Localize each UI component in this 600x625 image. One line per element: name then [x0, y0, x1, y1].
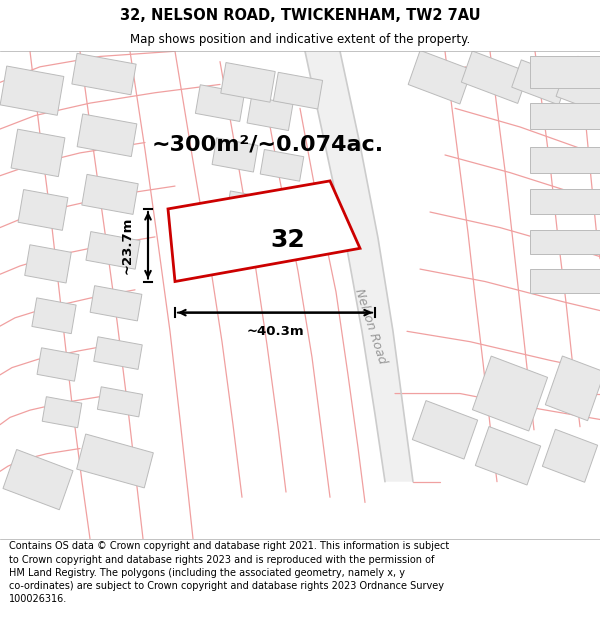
Polygon shape	[82, 174, 138, 214]
Polygon shape	[530, 56, 600, 88]
Polygon shape	[18, 189, 68, 231]
Text: Nelson Road: Nelson Road	[352, 287, 388, 366]
Polygon shape	[512, 60, 568, 105]
Polygon shape	[530, 103, 600, 129]
Polygon shape	[97, 387, 143, 417]
Polygon shape	[86, 232, 140, 269]
Polygon shape	[530, 189, 600, 214]
Polygon shape	[3, 449, 73, 510]
Polygon shape	[260, 149, 304, 181]
Text: 32: 32	[271, 228, 305, 253]
Text: ~300m²/~0.074ac.: ~300m²/~0.074ac.	[152, 134, 384, 154]
Polygon shape	[90, 286, 142, 321]
Polygon shape	[475, 426, 541, 485]
Text: Map shows position and indicative extent of the property.: Map shows position and indicative extent…	[130, 34, 470, 46]
Text: 32, NELSON ROAD, TWICKENHAM, TW2 7AU: 32, NELSON ROAD, TWICKENHAM, TW2 7AU	[119, 8, 481, 23]
Polygon shape	[11, 129, 65, 177]
Polygon shape	[530, 269, 600, 293]
Polygon shape	[32, 298, 76, 334]
Polygon shape	[305, 51, 413, 482]
Polygon shape	[168, 181, 360, 281]
Polygon shape	[221, 62, 275, 102]
Polygon shape	[472, 356, 548, 431]
Polygon shape	[196, 85, 245, 121]
Polygon shape	[72, 53, 136, 95]
Polygon shape	[42, 397, 82, 428]
Polygon shape	[226, 191, 270, 222]
Polygon shape	[94, 337, 142, 369]
Polygon shape	[37, 348, 79, 381]
Polygon shape	[530, 147, 600, 173]
Text: ~40.3m: ~40.3m	[246, 325, 304, 338]
Polygon shape	[247, 96, 293, 131]
Polygon shape	[412, 401, 478, 459]
Polygon shape	[212, 138, 258, 172]
Polygon shape	[25, 245, 71, 283]
Text: Contains OS data © Crown copyright and database right 2021. This information is : Contains OS data © Crown copyright and d…	[9, 541, 449, 604]
Polygon shape	[274, 72, 323, 109]
Polygon shape	[408, 51, 472, 104]
Polygon shape	[77, 434, 154, 488]
Polygon shape	[556, 69, 600, 112]
Polygon shape	[545, 356, 600, 421]
Polygon shape	[542, 429, 598, 483]
Polygon shape	[77, 114, 137, 157]
Polygon shape	[461, 51, 529, 103]
Polygon shape	[0, 66, 64, 115]
Text: ~23.7m: ~23.7m	[121, 216, 134, 274]
Polygon shape	[530, 229, 600, 254]
Polygon shape	[272, 202, 314, 232]
